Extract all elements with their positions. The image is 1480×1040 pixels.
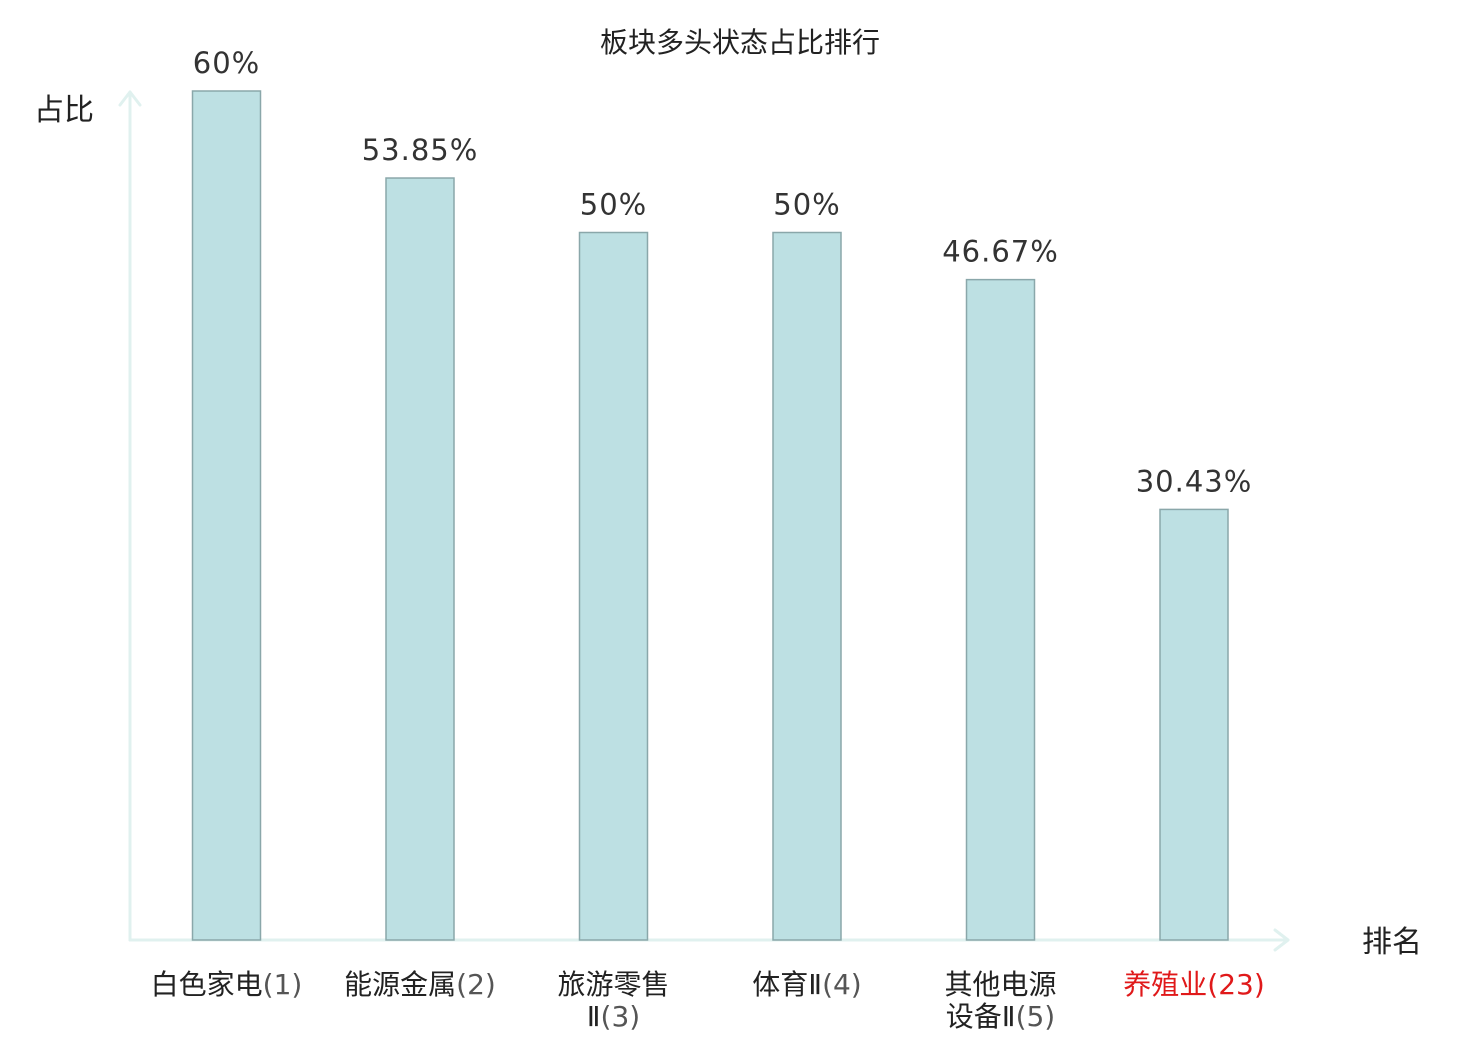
bar xyxy=(191,90,262,941)
y-axis-label: 占比 xyxy=(34,93,94,128)
bar xyxy=(965,278,1036,941)
category-rank: (3) xyxy=(601,1000,641,1033)
category-rank: (1) xyxy=(263,968,303,1001)
category-name: 能源金属 xyxy=(344,968,456,1001)
category-label: 白色家电(1) xyxy=(151,968,303,1001)
value-labels-group: 60% 53.85% 50% 50% 46.67% 30.43% xyxy=(193,46,1253,498)
bar xyxy=(578,231,649,941)
value-label: 53.85% xyxy=(362,133,479,167)
category-rank: (2) xyxy=(456,968,496,1001)
category-label: 其他电源 xyxy=(944,968,1056,1001)
category-name: 设备Ⅱ xyxy=(946,1000,1016,1033)
category-name: 养殖业 xyxy=(1123,968,1207,1001)
y-axis-arrow xyxy=(118,90,142,107)
x-axis-arrow xyxy=(1273,928,1290,952)
category-label: 能源金属(2) xyxy=(344,968,496,1001)
value-label: 50% xyxy=(773,188,840,222)
category-rank: (4) xyxy=(822,968,862,1001)
category-name: 旅游零售 xyxy=(557,968,669,1001)
value-label: 46.67% xyxy=(942,235,1059,269)
chart-title: 板块多头状态占比排行 xyxy=(600,26,880,59)
category-name: 其他电源 xyxy=(944,968,1056,1001)
value-label: 30.43% xyxy=(1136,464,1253,498)
category-label: Ⅱ(3) xyxy=(587,1000,640,1033)
category-rank: (5) xyxy=(1016,1000,1056,1033)
value-label: 50% xyxy=(580,188,647,222)
axes xyxy=(118,90,1290,952)
category-rank: (23) xyxy=(1207,968,1264,1001)
category-name: 白色家电 xyxy=(151,968,263,1001)
category-label: 旅游零售 xyxy=(557,968,669,1001)
bars-group xyxy=(191,90,1229,941)
category-name: Ⅱ xyxy=(587,1000,601,1033)
category-label: 体育Ⅱ(4) xyxy=(752,968,861,1001)
category-label: 养殖业(23) xyxy=(1123,968,1265,1001)
category-label: 设备Ⅱ(5) xyxy=(946,1000,1055,1033)
category-name: 体育Ⅱ xyxy=(752,968,822,1001)
x-axis-label: 排名 xyxy=(1362,925,1422,960)
value-label: 60% xyxy=(193,46,260,80)
bar xyxy=(1159,508,1229,941)
bar xyxy=(772,231,842,941)
bar xyxy=(385,177,455,941)
